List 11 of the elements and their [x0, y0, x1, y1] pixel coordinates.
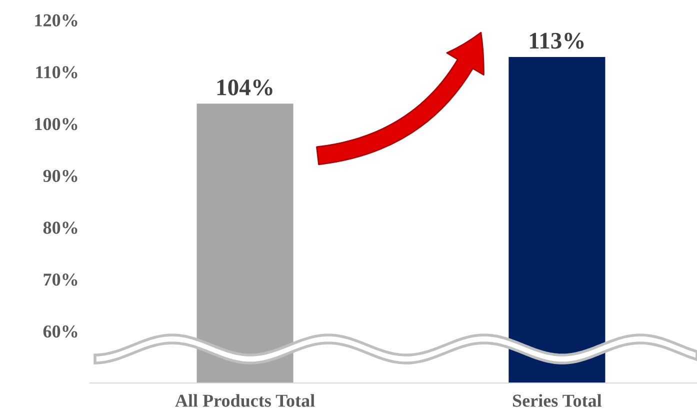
y-tick-label: 60%	[43, 325, 78, 338]
y-tick-label: 70%	[44, 274, 78, 286]
y-tick-label: 90%	[43, 170, 78, 182]
data-label: 104%	[217, 79, 272, 96]
y-tick-label: 110%	[36, 66, 78, 78]
y-tick-label: 120%	[35, 14, 78, 26]
data-label: 113%	[530, 32, 584, 49]
y-tick-label: 80%	[43, 222, 78, 234]
y-tick-label: 100%	[35, 118, 78, 130]
x-tick-label: Series Total	[513, 394, 602, 407]
x-tick-label: All Products Total	[175, 394, 315, 407]
